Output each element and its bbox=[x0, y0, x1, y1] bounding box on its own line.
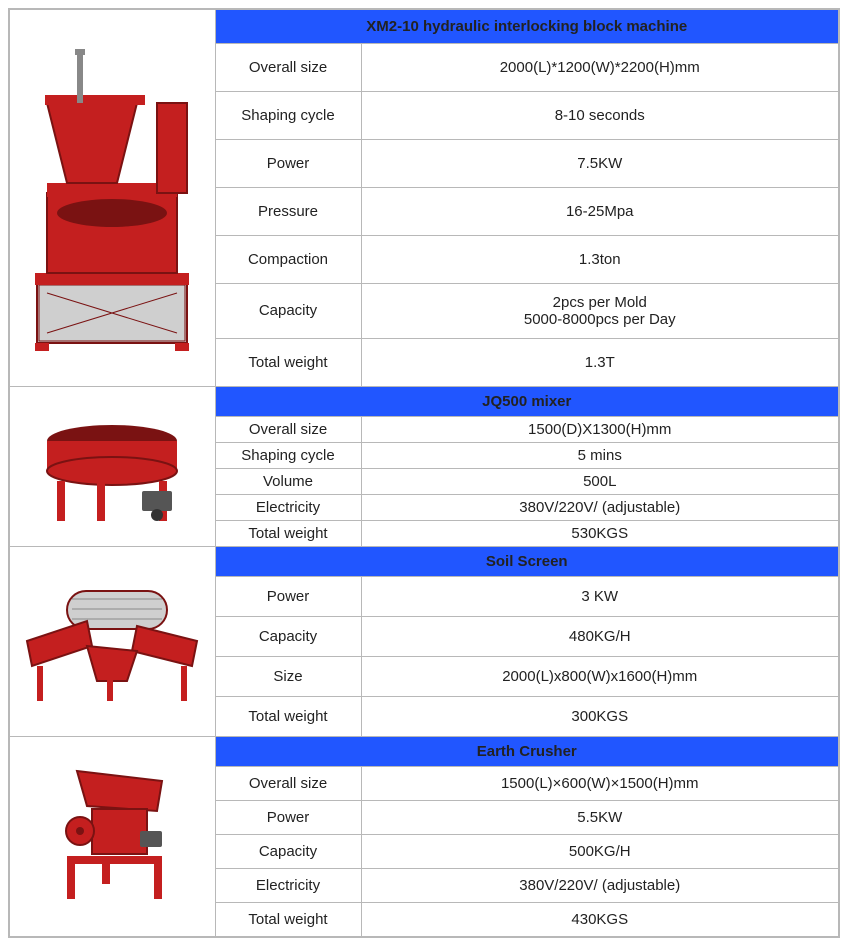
soil_screen-label: Power bbox=[215, 576, 361, 616]
mixer-value: 5 mins bbox=[361, 442, 839, 468]
soil_screen-label: Total weight bbox=[215, 696, 361, 736]
soil_screen-value: 300KGS bbox=[361, 696, 839, 736]
earth_crusher-value: 430KGS bbox=[361, 902, 839, 937]
block_machine-image-cell bbox=[9, 9, 215, 386]
block_machine-label: Pressure bbox=[215, 187, 361, 235]
soil_screen-value: 480KG/H bbox=[361, 616, 839, 656]
earth_crusher-label: Power bbox=[215, 800, 361, 834]
mixer-label: Total weight bbox=[215, 520, 361, 546]
earth_crusher-label: Capacity bbox=[215, 834, 361, 868]
mixer-label: Volume bbox=[215, 468, 361, 494]
soil_screen-value: 3 KW bbox=[361, 576, 839, 616]
earth_crusher-label: Electricity bbox=[215, 868, 361, 902]
mixer-value: 530KGS bbox=[361, 520, 839, 546]
soil_screen-value: 2000(L)x800(W)x1600(H)mm bbox=[361, 656, 839, 696]
block_machine-value: 16-25Mpa bbox=[361, 187, 839, 235]
mixer-icon bbox=[27, 401, 197, 531]
spec-table: XM2-10 hydraulic interlocking block mach… bbox=[8, 8, 840, 938]
block_machine-value: 2pcs per Mold5000-8000pcs per Day bbox=[361, 283, 839, 338]
mixer-image-cell bbox=[9, 386, 215, 546]
block_machine-label: Shaping cycle bbox=[215, 91, 361, 139]
earth_crusher-title: Earth Crusher bbox=[215, 736, 839, 766]
soil_screen-title: Soil Screen bbox=[215, 546, 839, 576]
earth_crusher-value: 380V/220V/ (adjustable) bbox=[361, 868, 839, 902]
mixer-label: Shaping cycle bbox=[215, 442, 361, 468]
block_machine-value: 7.5KW bbox=[361, 139, 839, 187]
earth-crusher-icon bbox=[32, 761, 192, 911]
earth_crusher-image-cell bbox=[9, 736, 215, 937]
soil_screen-label: Capacity bbox=[215, 616, 361, 656]
mixer-label: Overall size bbox=[215, 416, 361, 442]
block_machine-value: 1.3ton bbox=[361, 235, 839, 283]
soil_screen-label: Size bbox=[215, 656, 361, 696]
mixer-label: Electricity bbox=[215, 494, 361, 520]
block_machine-label: Overall size bbox=[215, 43, 361, 91]
block_machine-label: Total weight bbox=[215, 338, 361, 386]
mixer-value: 380V/220V/ (adjustable) bbox=[361, 494, 839, 520]
mixer-value: 500L bbox=[361, 468, 839, 494]
block_machine-label: Power bbox=[215, 139, 361, 187]
value-line: 2pcs per Mold bbox=[368, 294, 833, 311]
mixer-value: 1500(D)X1300(H)mm bbox=[361, 416, 839, 442]
block_machine-value: 8-10 seconds bbox=[361, 91, 839, 139]
block_machine-label: Compaction bbox=[215, 235, 361, 283]
earth_crusher-value: 5.5KW bbox=[361, 800, 839, 834]
soil_screen-image-cell bbox=[9, 546, 215, 736]
soil-screen-icon bbox=[17, 571, 207, 711]
block_machine-value: 2000(L)*1200(W)*2200(H)mm bbox=[361, 43, 839, 91]
earth_crusher-label: Overall size bbox=[215, 766, 361, 800]
block_machine-label: Capacity bbox=[215, 283, 361, 338]
earth_crusher-label: Total weight bbox=[215, 902, 361, 937]
block_machine-title: XM2-10 hydraulic interlocking block mach… bbox=[215, 9, 839, 43]
earth_crusher-value: 500KG/H bbox=[361, 834, 839, 868]
mixer-title: JQ500 mixer bbox=[215, 386, 839, 416]
earth_crusher-value: 1500(L)×600(W)×1500(H)mm bbox=[361, 766, 839, 800]
block-machine-icon bbox=[17, 43, 207, 353]
value-line: 5000-8000pcs per Day bbox=[368, 311, 833, 328]
block_machine-value: 1.3T bbox=[361, 338, 839, 386]
